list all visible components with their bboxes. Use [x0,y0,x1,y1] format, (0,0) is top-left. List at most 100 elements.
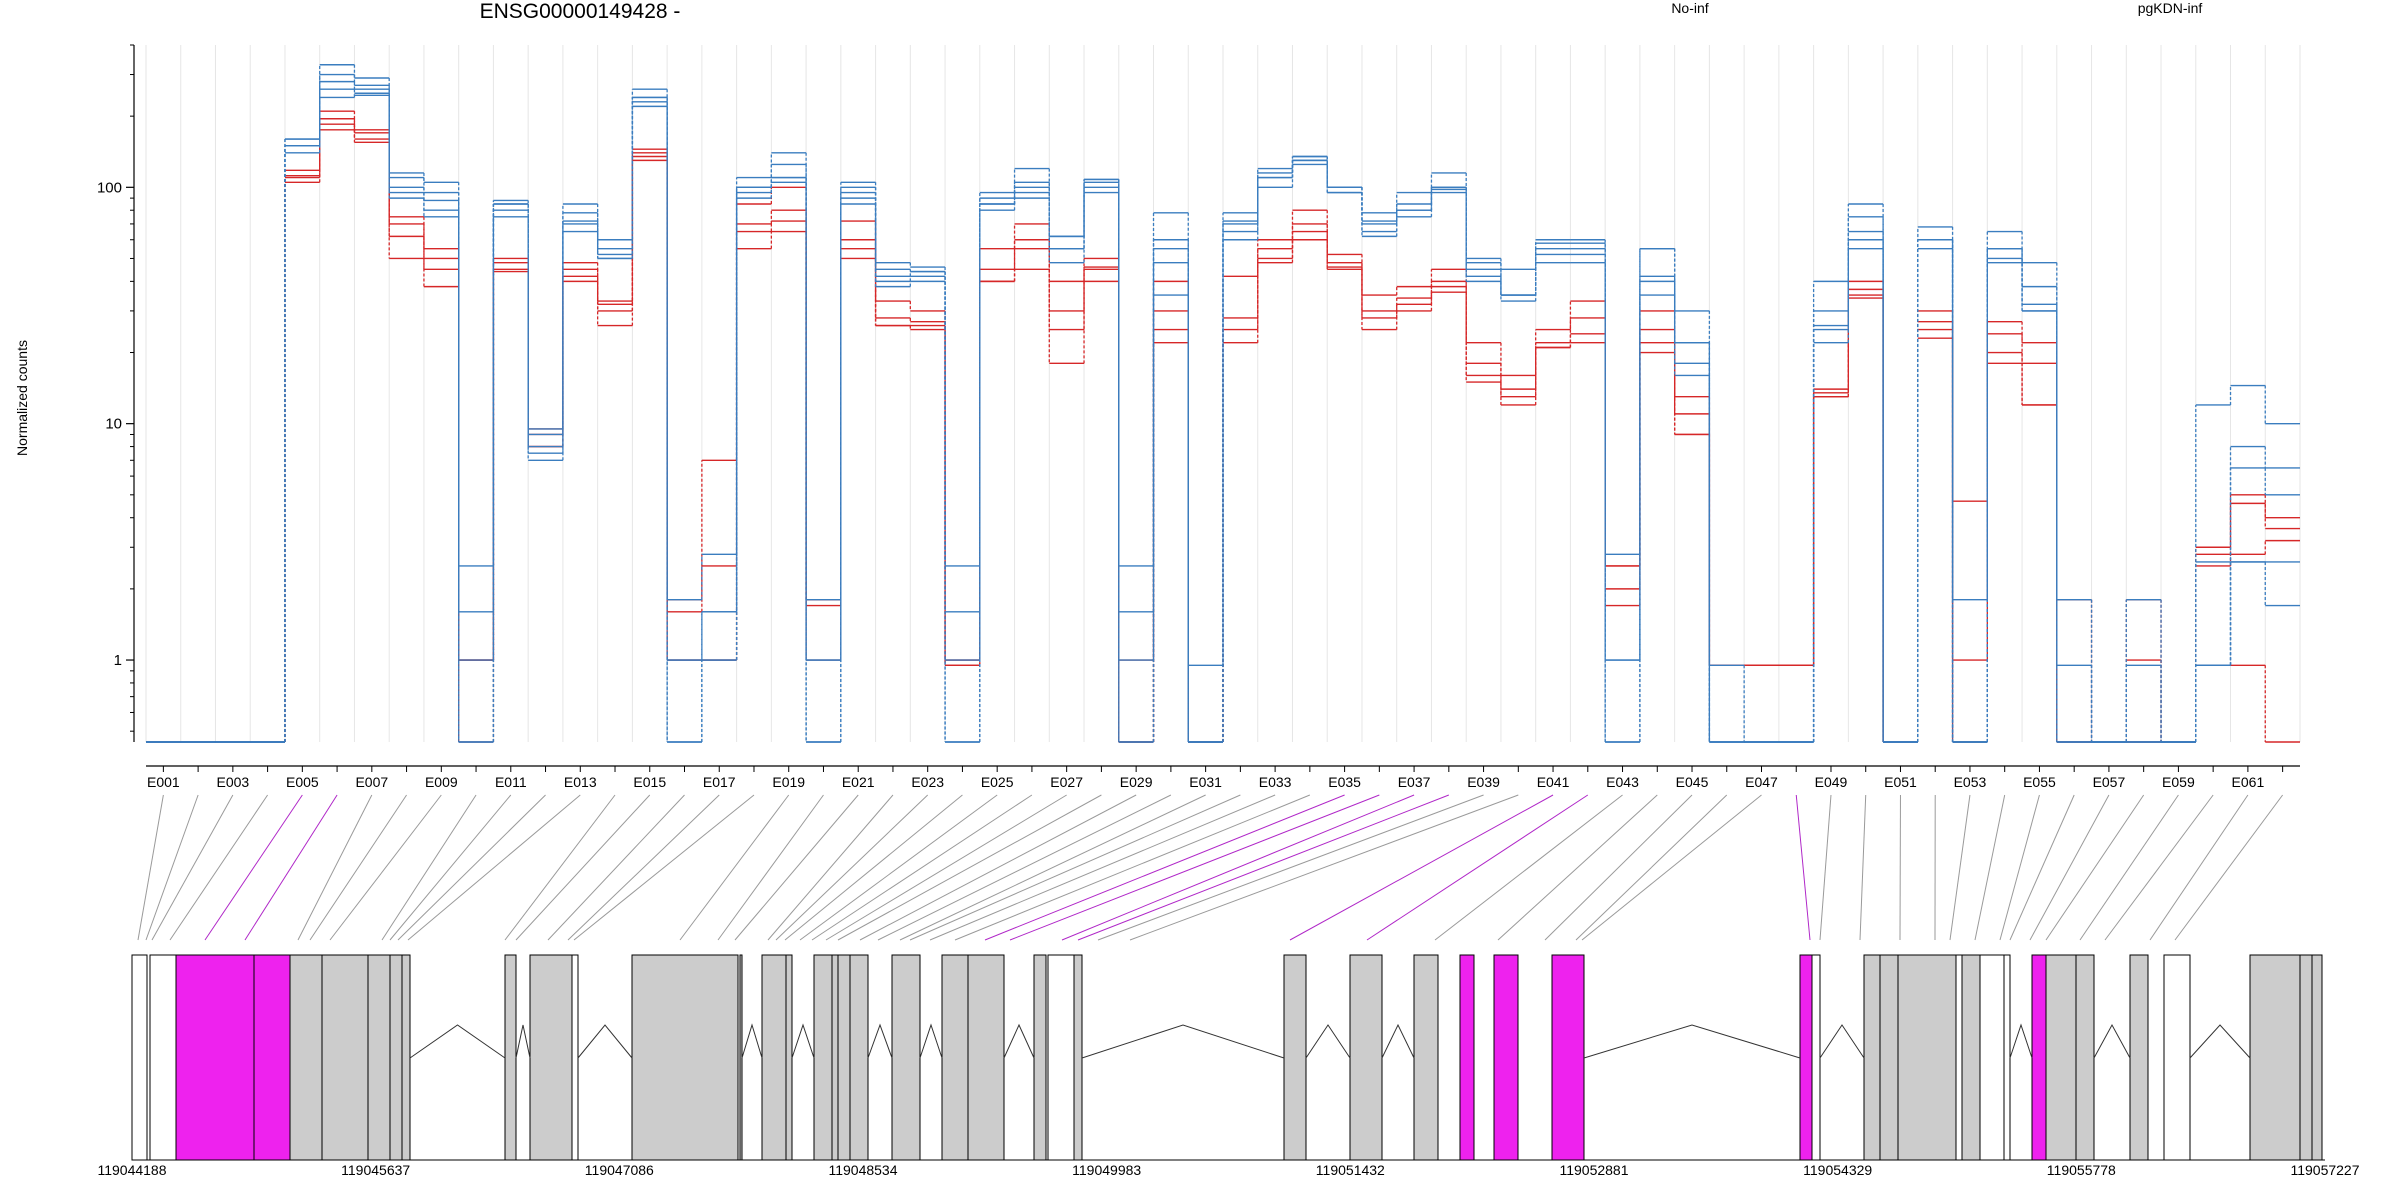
exon-connector [1575,794,1728,941]
exon-connector [1061,794,1415,941]
gene-exon-block [367,954,391,1161]
x-tick-label: E023 [911,774,944,790]
gene-exon-block [967,954,1005,1161]
exon-connector [1097,794,1484,941]
intron-line [515,1024,531,1059]
exon-connector [859,794,1137,941]
exon-connector [734,794,859,941]
genomic-coordinate-label: 119054329 [1803,1162,1872,1178]
gene-exon-block [2311,954,2323,1161]
gene-exon-block [1459,954,1475,1161]
gene-exon-block [1283,954,1307,1161]
x-tick-label: E019 [772,774,805,790]
exon-connector [1009,794,1380,941]
x-tick-label: E005 [286,774,319,790]
gene-exon-block [1413,954,1439,1161]
gene-exon-block [529,954,573,1161]
exon-connector [515,794,651,941]
exon-connector [767,794,894,941]
exon-connector [1949,794,1971,941]
gene-exon-block [849,954,869,1161]
x-tick-label: E039 [1467,774,1500,790]
exon-connector [297,794,373,941]
gene-exon-block [2045,954,2077,1161]
genomic-coordinate-label: 119055778 [2047,1162,2116,1178]
gene-exon-block [837,954,851,1161]
intron-line [1381,1023,1415,1059]
gene-exon-block [631,954,739,1161]
gene-exon-block [401,954,411,1161]
gene-exon-block [131,954,148,1161]
intron-line [1305,1024,1351,1059]
gene-exon-block [253,954,291,1161]
exon-connector [2174,794,2284,941]
gene-exon-block [149,954,177,1161]
exon-connector [899,794,1206,941]
exon-connector [397,794,546,941]
genomic-coordinate-label: 119044188 [97,1162,166,1178]
exon-connector [1819,794,1832,941]
intron-line [1003,1023,1035,1059]
intron-line [919,1023,943,1059]
intron-line [791,1023,815,1059]
exon-connector [309,794,407,941]
gene-exon-block [289,954,323,1161]
x-tick-label: E015 [633,774,666,790]
exon-connector [145,794,199,941]
x-tick-label: E027 [1050,774,1083,790]
gene-exon-block [1349,954,1383,1161]
gene-exon-block [1961,954,1981,1161]
exon-connector [825,794,1067,941]
exon-connector [1795,794,1811,941]
exon-connector [1366,794,1589,941]
gene-exon-block [2031,954,2047,1161]
x-tick-label: E055 [2023,774,2056,790]
x-tick-label: E037 [1398,774,1431,790]
x-tick-label: E061 [2232,774,2265,790]
x-tick-label: E011 [495,774,527,790]
x-tick-label: E025 [981,774,1014,790]
gene-exon-block [2129,954,2149,1161]
exon-connector [504,794,616,941]
x-tick-label: E001 [147,774,180,790]
gene-exon-block [1979,954,2005,1161]
x-tick-label: E045 [1676,774,1709,790]
exon-connector [784,794,963,941]
exon-connector [909,794,1241,941]
exon-connector [151,794,234,941]
gene-exon-block [1811,954,1821,1161]
genomic-coordinate-label: 119049983 [1072,1162,1141,1178]
exon-connector [877,794,1172,941]
y-tick-label: 100 [97,179,122,196]
exon-connector [1434,794,1623,941]
intron-line [1819,1024,1865,1059]
exon-connector [1077,794,1450,941]
y-tick-label: 1 [114,652,122,669]
exon-connector [381,794,477,941]
exon-connector [2104,794,2214,941]
x-tick-label: E047 [1745,774,1778,790]
exon-connector [573,794,755,941]
gene-exon-block [2163,954,2191,1161]
exon-connector [329,794,442,941]
x-tick-label: E007 [355,774,388,790]
gene-exon-block [2299,954,2313,1161]
gene-exon-block [785,954,793,1161]
gene-exon-block [1047,954,1075,1161]
exon-connector [1497,794,1658,941]
y-tick-label: 10 [105,416,122,433]
exon-connector [1859,794,1867,941]
intron-line [1081,1024,1285,1059]
exon-connector [1544,794,1693,941]
gene-exon-block [2075,954,2095,1161]
exon-connector [775,794,929,941]
exon-connector [244,794,338,941]
gene-exon-block [1879,954,1899,1161]
exon-connector [204,794,303,941]
genomic-coordinate-label: 119051432 [1316,1162,1385,1178]
gene-exon-block [504,954,517,1161]
x-tick-label: E009 [425,774,458,790]
exon-connector [169,794,269,941]
exon-connector [137,794,164,941]
x-tick-label: E031 [1189,774,1222,790]
